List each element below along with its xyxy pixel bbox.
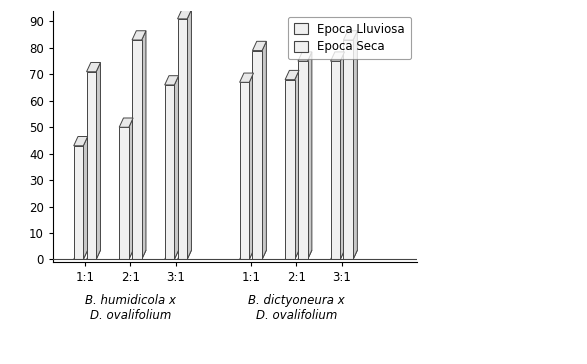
Polygon shape	[119, 118, 133, 127]
Polygon shape	[96, 63, 100, 260]
Polygon shape	[298, 52, 312, 61]
Polygon shape	[187, 9, 191, 260]
Polygon shape	[86, 72, 96, 260]
Polygon shape	[308, 52, 312, 260]
Polygon shape	[239, 250, 254, 260]
Polygon shape	[165, 85, 174, 260]
Polygon shape	[340, 52, 345, 260]
Polygon shape	[132, 250, 146, 260]
Polygon shape	[165, 76, 178, 85]
Polygon shape	[86, 63, 100, 72]
Polygon shape	[74, 146, 83, 260]
Polygon shape	[330, 61, 340, 260]
Polygon shape	[343, 40, 353, 260]
Polygon shape	[262, 41, 266, 260]
Polygon shape	[295, 70, 299, 260]
Polygon shape	[74, 136, 87, 146]
Polygon shape	[74, 250, 87, 260]
Polygon shape	[129, 118, 133, 260]
Polygon shape	[252, 41, 266, 51]
Polygon shape	[343, 250, 357, 260]
Polygon shape	[119, 127, 129, 260]
Polygon shape	[132, 31, 146, 40]
Polygon shape	[249, 73, 254, 260]
Polygon shape	[239, 73, 254, 82]
Polygon shape	[353, 31, 357, 260]
Polygon shape	[298, 250, 312, 260]
Polygon shape	[285, 250, 299, 260]
Polygon shape	[86, 250, 100, 260]
Polygon shape	[298, 61, 308, 260]
Polygon shape	[132, 40, 141, 260]
Polygon shape	[252, 51, 262, 260]
Polygon shape	[174, 76, 178, 260]
Legend: Epoca Lluviosa, Epoca Seca: Epoca Lluviosa, Epoca Seca	[288, 17, 411, 59]
Polygon shape	[119, 250, 133, 260]
Polygon shape	[239, 82, 249, 260]
Text: B. dictyoneura x
D. ovalifolium: B. dictyoneura x D. ovalifolium	[248, 294, 345, 322]
Polygon shape	[177, 250, 191, 260]
Polygon shape	[177, 19, 187, 260]
Polygon shape	[285, 70, 299, 80]
Polygon shape	[141, 31, 146, 260]
Polygon shape	[83, 136, 87, 260]
Polygon shape	[177, 9, 191, 19]
Polygon shape	[285, 80, 295, 260]
Text: B. humidicola x
D. ovalifolium: B. humidicola x D. ovalifolium	[85, 294, 176, 322]
Polygon shape	[330, 52, 345, 61]
Polygon shape	[165, 250, 178, 260]
Polygon shape	[252, 250, 266, 260]
Polygon shape	[330, 250, 345, 260]
Polygon shape	[343, 31, 357, 40]
